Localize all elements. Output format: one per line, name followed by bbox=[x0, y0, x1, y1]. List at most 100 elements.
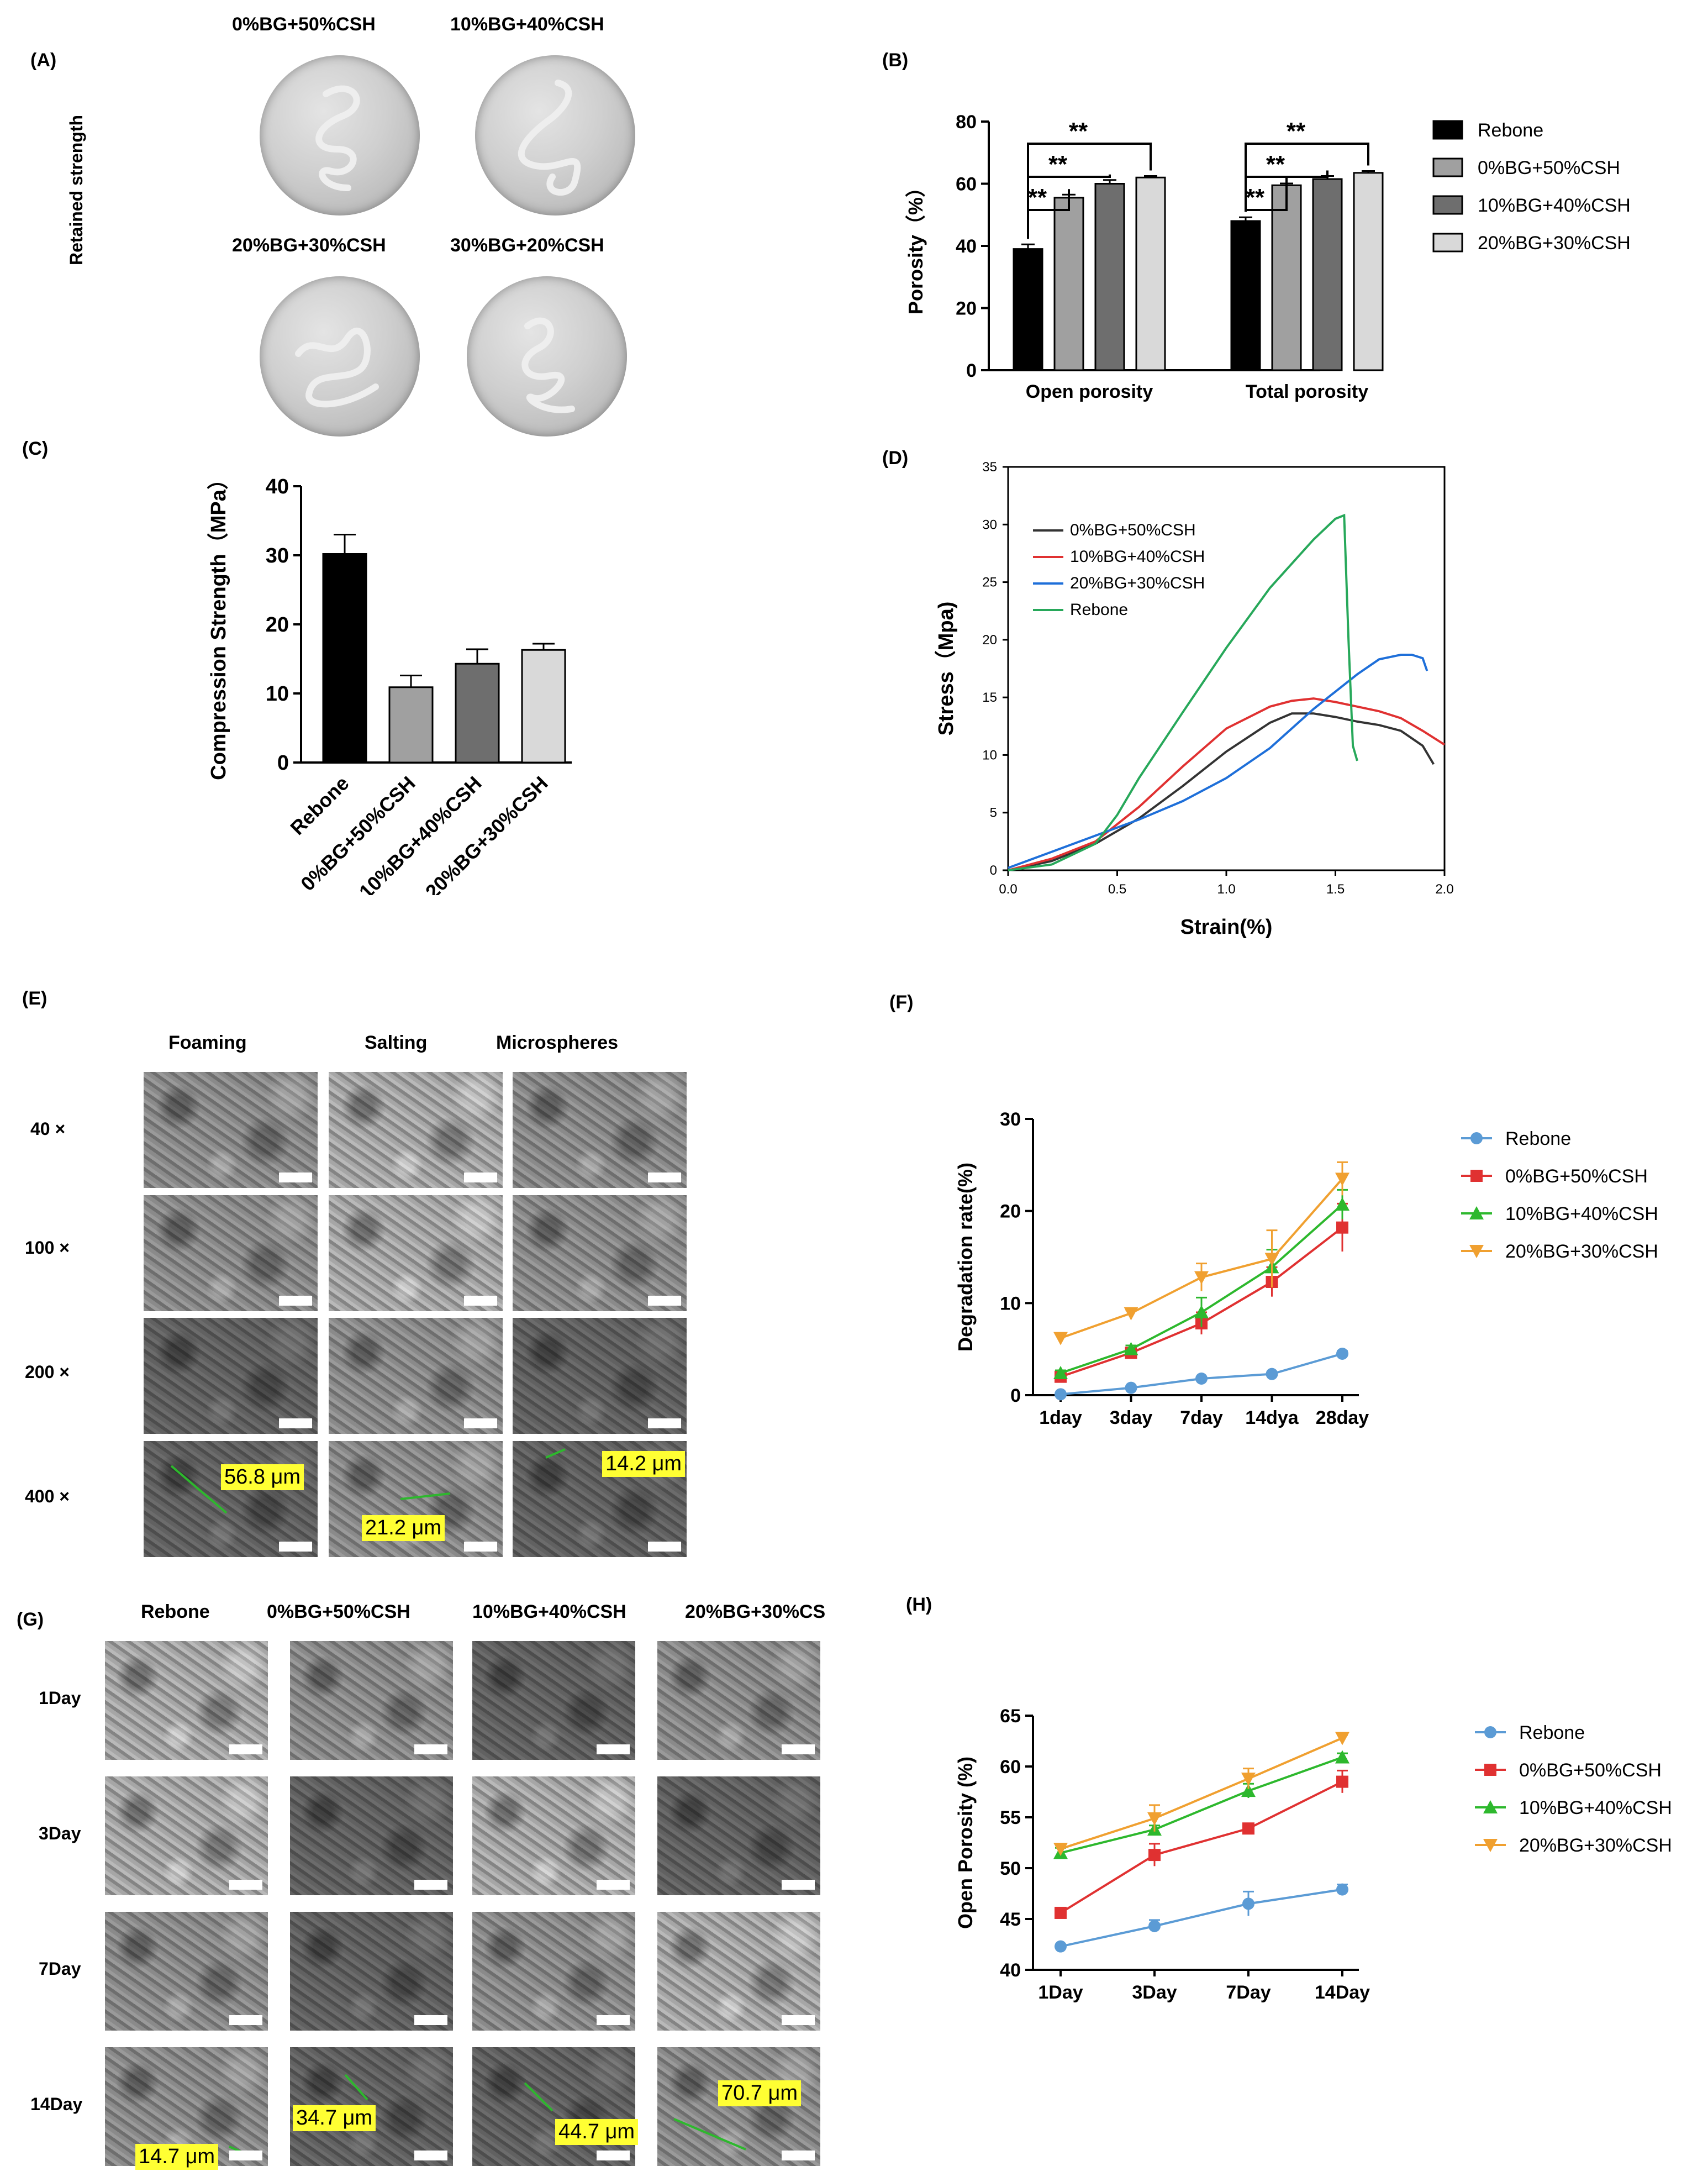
sem-image bbox=[513, 1072, 687, 1188]
data-point bbox=[1055, 1906, 1067, 1919]
pore-size-annotation: 44.7 μm bbox=[555, 2119, 639, 2145]
category-label: Open porosity bbox=[1026, 381, 1153, 402]
data-point bbox=[1053, 1843, 1068, 1857]
data-point bbox=[1053, 1332, 1068, 1345]
sem-image bbox=[329, 1318, 503, 1434]
data-point bbox=[1124, 1342, 1138, 1355]
dish-caption-1: 0%BG+50%CSH bbox=[232, 14, 376, 35]
pore-size-annotation: 70.7 μm bbox=[718, 2080, 802, 2106]
legend-label: 0%BG+50%CSH bbox=[1070, 521, 1196, 539]
bar bbox=[1271, 184, 1302, 371]
y-tick-label: 20 bbox=[266, 613, 289, 637]
data-point bbox=[1147, 1812, 1162, 1826]
y-tick-label: 25 bbox=[982, 575, 997, 590]
data-point bbox=[1194, 1305, 1209, 1318]
y-tick-label: 10 bbox=[1000, 1293, 1021, 1314]
sem-image bbox=[472, 2047, 635, 2166]
chart-c-compression: 0 10 20 30 40 Compression Strength（MPa） Rebone… bbox=[207, 469, 572, 895]
data-point bbox=[1242, 1897, 1254, 1910]
legend-label: 0%BG+50%CSH bbox=[1519, 1760, 1662, 1781]
significance-label: ** bbox=[1028, 184, 1047, 211]
significance-label: ** bbox=[1246, 184, 1265, 211]
bar bbox=[1230, 220, 1261, 371]
row-label-200x: 200 × bbox=[25, 1362, 70, 1382]
row-label-40x: 40 × bbox=[30, 1119, 66, 1139]
series-line bbox=[1060, 1737, 1343, 1850]
legend-label: 0%BG+50%CSH bbox=[1478, 157, 1620, 178]
dish-image-2 bbox=[475, 55, 635, 215]
row-label-7day: 7Day bbox=[39, 1959, 81, 1979]
legend-label: 10%BG+40%CSH bbox=[1478, 195, 1631, 216]
category-label: 10%BG+40%CSH bbox=[355, 772, 486, 895]
y-tick-label: 20 bbox=[982, 633, 997, 648]
data-point bbox=[1264, 1253, 1279, 1266]
col-header-20bg: 20%BG+30%CS bbox=[685, 1601, 826, 1622]
x-axis-label: Strain(%) bbox=[1180, 916, 1273, 939]
y-tick-label: 45 bbox=[1000, 1909, 1021, 1930]
legend-label: 20%BG+30%CSH bbox=[1505, 1241, 1658, 1262]
sem-image bbox=[290, 1912, 453, 2031]
row-label-3day: 3Day bbox=[39, 1823, 81, 1843]
legend-label: Rebone bbox=[1478, 120, 1543, 141]
dish-image-3 bbox=[260, 276, 420, 437]
significance-bracket bbox=[1027, 143, 1152, 239]
legend-marker bbox=[1469, 1206, 1484, 1219]
data-point bbox=[1055, 1940, 1067, 1953]
legend-label: Rebone bbox=[1519, 1722, 1585, 1743]
panel-label-b: (B) bbox=[882, 50, 909, 71]
legend-label: 10%BG+40%CSH bbox=[1519, 1797, 1672, 1818]
y-tick-label: 40 bbox=[1000, 1960, 1021, 1981]
sem-image bbox=[105, 1641, 268, 1760]
chart-h-open-porosity: 40 45 50 55 60 65 1Day 3Day 7Day 14Day Open Porosi… bbox=[954, 1706, 1672, 2003]
x-tick-label: 2.0 bbox=[1435, 882, 1453, 897]
data-point bbox=[1336, 1883, 1348, 1896]
data-point bbox=[1335, 1732, 1349, 1745]
sem-image bbox=[329, 1072, 503, 1188]
series-line bbox=[1008, 712, 1435, 871]
col-header-10bg: 10%BG+40%CSH bbox=[472, 1601, 626, 1622]
sem-image bbox=[513, 1318, 687, 1434]
significance-label: ** bbox=[1266, 151, 1285, 178]
significance-label: ** bbox=[1048, 151, 1068, 178]
legend-label: 10%BG+40%CSH bbox=[1505, 1203, 1658, 1224]
series-line bbox=[1060, 1888, 1343, 1948]
col-header-foaming: Foaming bbox=[168, 1032, 247, 1053]
series-line bbox=[1059, 1780, 1343, 1914]
y-tick-label: 30 bbox=[982, 517, 997, 532]
legend-marker bbox=[1483, 1839, 1498, 1852]
bar bbox=[1353, 172, 1384, 371]
legend-marker bbox=[1484, 1764, 1496, 1776]
data-point bbox=[1241, 1773, 1256, 1786]
x-tick-label: 3Day bbox=[1132, 1982, 1177, 2003]
y-tick-label: 0 bbox=[990, 863, 997, 878]
y-tick-label: 5 bbox=[990, 806, 997, 821]
legend-swatch bbox=[1432, 195, 1463, 215]
data-point bbox=[1148, 1920, 1161, 1932]
dish-image-1 bbox=[260, 55, 420, 215]
dish-caption-4: 30%BG+20%CSH bbox=[450, 235, 604, 256]
dish-caption-3: 20%BG+30%CSH bbox=[232, 235, 386, 256]
legend-label: 20%BG+30%CSH bbox=[1070, 574, 1205, 592]
legend-marker bbox=[1470, 1132, 1483, 1144]
y-tick-label: 20 bbox=[1000, 1201, 1021, 1222]
sem-image bbox=[144, 1441, 318, 1557]
sem-image bbox=[105, 1776, 268, 1895]
panel-label-a: (A) bbox=[30, 50, 57, 71]
sem-image bbox=[472, 1776, 635, 1895]
y-tick-label: 0 bbox=[277, 751, 289, 775]
pore-size-annotation: 14.2 μm bbox=[602, 1451, 686, 1477]
y-tick-label: 35 bbox=[982, 460, 997, 475]
sem-image bbox=[472, 1641, 635, 1760]
data-point bbox=[1336, 1775, 1348, 1788]
y-tick-label: 10 bbox=[266, 682, 289, 706]
legend-marker bbox=[1483, 1800, 1498, 1813]
bar bbox=[322, 553, 367, 764]
legend-label: 20%BG+30%CSH bbox=[1519, 1835, 1672, 1856]
bar bbox=[455, 663, 500, 764]
x-tick-label: 0.0 bbox=[999, 882, 1017, 897]
series-line bbox=[1060, 1756, 1343, 1854]
legend-label: Rebone bbox=[1505, 1128, 1571, 1149]
panel-label-d: (D) bbox=[882, 448, 909, 469]
data-point bbox=[1053, 1366, 1068, 1379]
col-header-microspheres: Microspheres bbox=[496, 1032, 619, 1053]
